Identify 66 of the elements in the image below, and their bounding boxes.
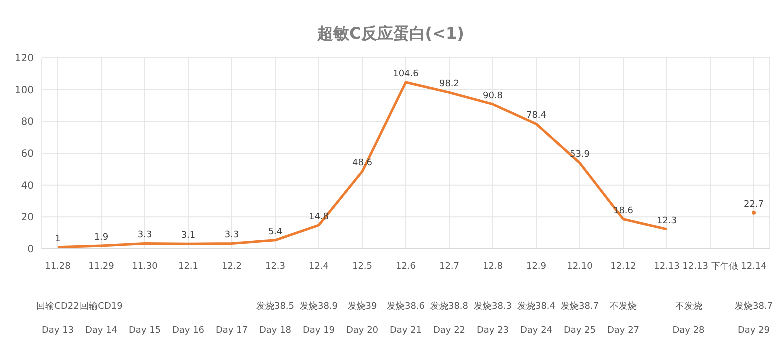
- x-tick-label: 12.13: [654, 262, 680, 272]
- x-tick-label: 12.1: [178, 262, 199, 272]
- data-label: 1: [55, 234, 61, 244]
- x-tick-label: 11.29: [88, 262, 115, 272]
- text: Day 27: [607, 326, 640, 336]
- y-tick-label: 40: [21, 180, 34, 192]
- y-tick-label: 80: [21, 117, 34, 128]
- text: Day 13: [42, 326, 74, 336]
- text: Day 25: [564, 326, 596, 336]
- x-tick-label: 12.9: [526, 262, 547, 272]
- text: 回输CD22: [36, 301, 80, 312]
- data-label: 1.9: [94, 232, 109, 243]
- text: Day 23: [476, 326, 510, 336]
- text: 发烧38.9: [300, 301, 338, 312]
- text: Day 24: [520, 326, 553, 336]
- y-tick-label: 20: [21, 212, 34, 224]
- x-tick-label: 12.3: [265, 262, 286, 272]
- y-tick-label: 100: [14, 85, 34, 96]
- x-tick-label: 12.14: [741, 262, 768, 272]
- data-label: 98.2: [439, 80, 460, 90]
- x-tick-label: 11.30: [132, 262, 158, 272]
- text: Day 19: [302, 326, 336, 336]
- text: Day 18: [259, 326, 292, 336]
- text: 发烧38.5: [256, 301, 295, 312]
- text: 发烧38.4: [517, 301, 556, 312]
- text: 发烧38.7: [734, 301, 774, 312]
- text: Day 14: [85, 326, 118, 336]
- text: 发烧38.3: [474, 301, 512, 312]
- text: Day 22: [433, 326, 466, 336]
- data-label: 3.3: [224, 230, 240, 241]
- y-tick-label: 120: [14, 54, 34, 65]
- text: 不发烧: [675, 301, 702, 312]
- text: Day 29: [738, 326, 770, 336]
- data-label: 22.7: [744, 200, 764, 210]
- text: 发烧38.6: [386, 301, 426, 312]
- x-tick-label: 12.5: [352, 262, 373, 272]
- x-tick-label: 12.10: [567, 262, 594, 272]
- x-tick-label: 11.28: [45, 262, 72, 272]
- data-label: 5.4: [268, 227, 283, 238]
- data-label: 3.3: [138, 230, 152, 241]
- text: Day 15: [128, 326, 162, 336]
- text: 回输CD19: [80, 301, 124, 312]
- x-tick-label: 12.2: [222, 262, 242, 272]
- text: Day 16: [172, 326, 205, 336]
- data-label: 12.3: [656, 216, 678, 226]
- text: Day 20: [346, 326, 379, 336]
- text: 发烧39: [348, 301, 378, 312]
- chart-title: 超敏C反应蛋白(<1): [316, 23, 466, 45]
- x-tick-label: 12.12: [610, 262, 636, 272]
- text: 不发烧: [610, 301, 637, 312]
- x-tick-label: 12.8: [482, 262, 504, 272]
- x-tick-label: 12.7: [439, 262, 460, 272]
- text: Day 28: [672, 326, 706, 336]
- y-tick-label: 0: [28, 244, 34, 256]
- text: 发烧38.7: [560, 301, 600, 312]
- data-label: 90.8: [482, 91, 504, 102]
- text: 发烧38.8: [430, 301, 469, 312]
- data-label: 78.4: [526, 111, 547, 122]
- y-tick-label: 60: [21, 149, 34, 160]
- data-label: 3.1: [181, 231, 196, 242]
- text: Day 17: [216, 326, 248, 336]
- x-tick-label: 12.6: [396, 262, 416, 272]
- data-label: 104.6: [393, 70, 420, 80]
- x-tick-label: 12.13 下午做: [682, 261, 738, 272]
- text: Day 21: [390, 326, 422, 336]
- x-tick-label: 12.4: [308, 262, 330, 272]
